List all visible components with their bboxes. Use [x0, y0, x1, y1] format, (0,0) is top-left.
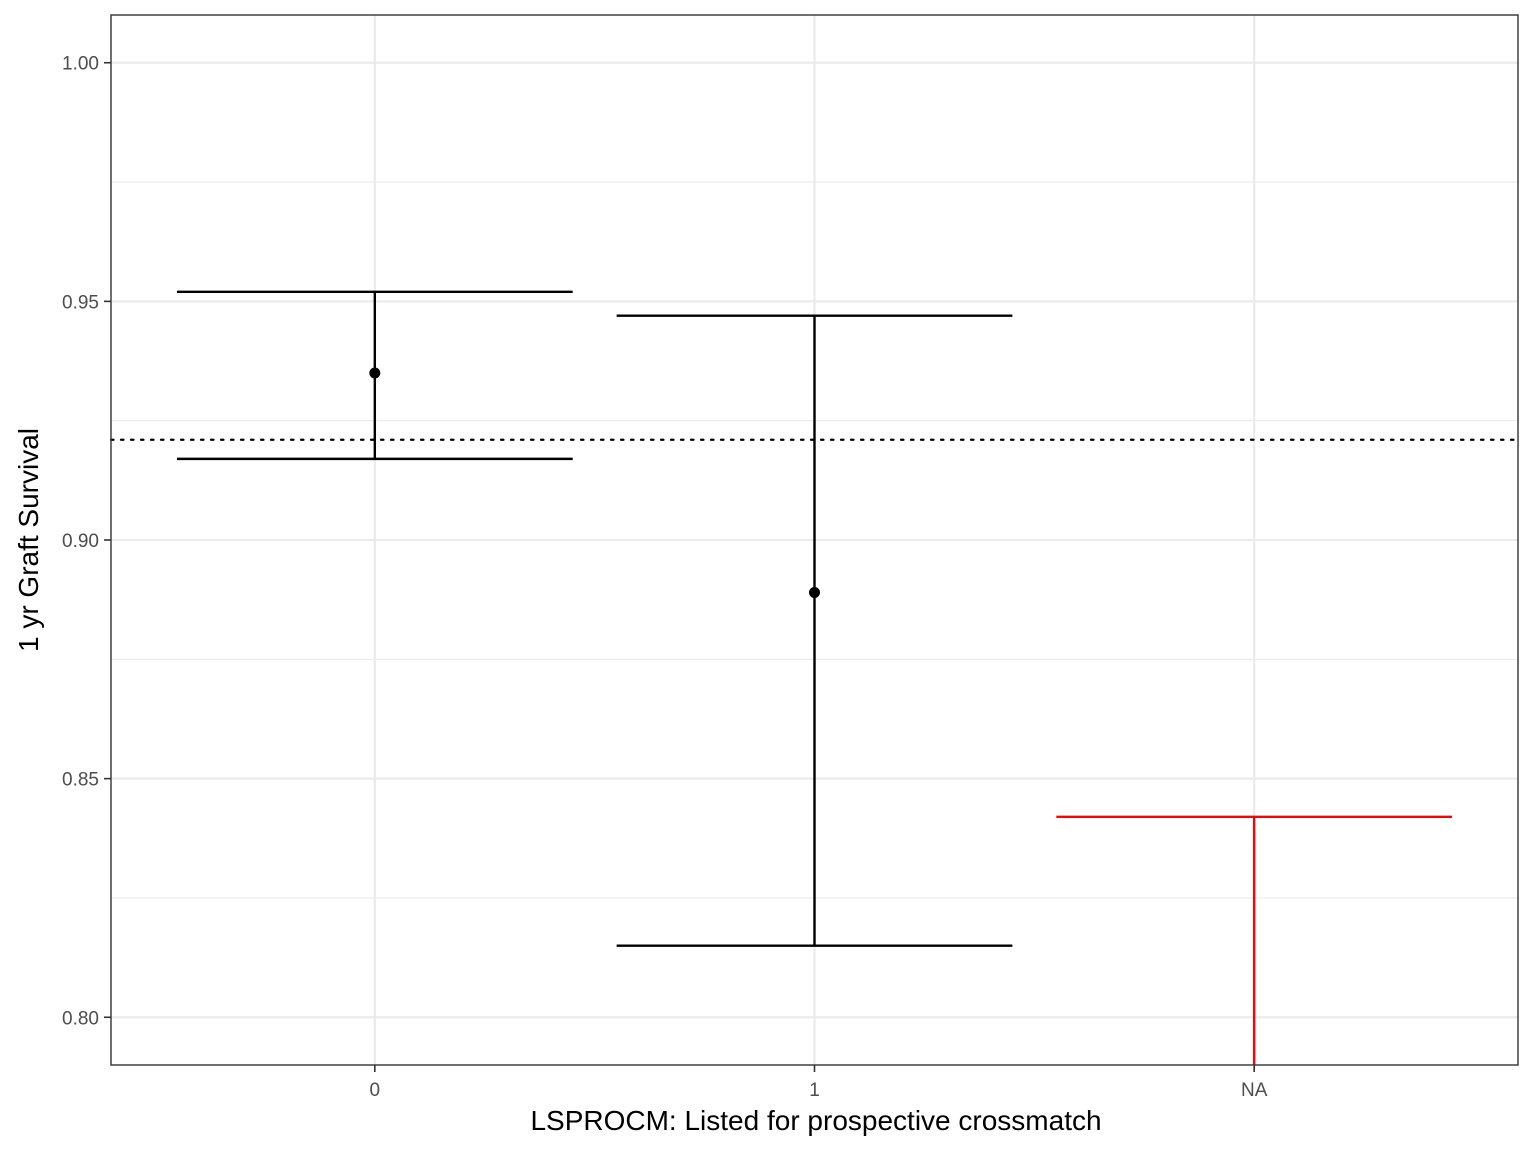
y-tick-label: 0.90 — [62, 531, 99, 552]
x-tick-label: NA — [1241, 1080, 1268, 1101]
x-tick-label: 1 — [809, 1080, 820, 1101]
x-axis: 0 1 NA — [370, 1065, 1268, 1101]
y-tick-label: 0.80 — [62, 1008, 99, 1029]
y-axis: 0.80 0.85 0.90 0.95 1.00 — [62, 54, 111, 1029]
x-tick-label: 0 — [370, 1080, 381, 1101]
y-tick-label: 1.00 — [62, 54, 99, 75]
y-tick-label: 0.95 — [62, 292, 99, 313]
y-tick-label: 0.85 — [62, 770, 99, 791]
estimate-point — [809, 587, 820, 598]
errorbar-marks — [176, 290, 1453, 1065]
estimate-point — [369, 367, 381, 379]
x-axis-title: LSPROCM: Listed for prospective crossmat… — [530, 1105, 1101, 1136]
y-axis-title: 1 yr Graft Survival — [13, 428, 44, 652]
